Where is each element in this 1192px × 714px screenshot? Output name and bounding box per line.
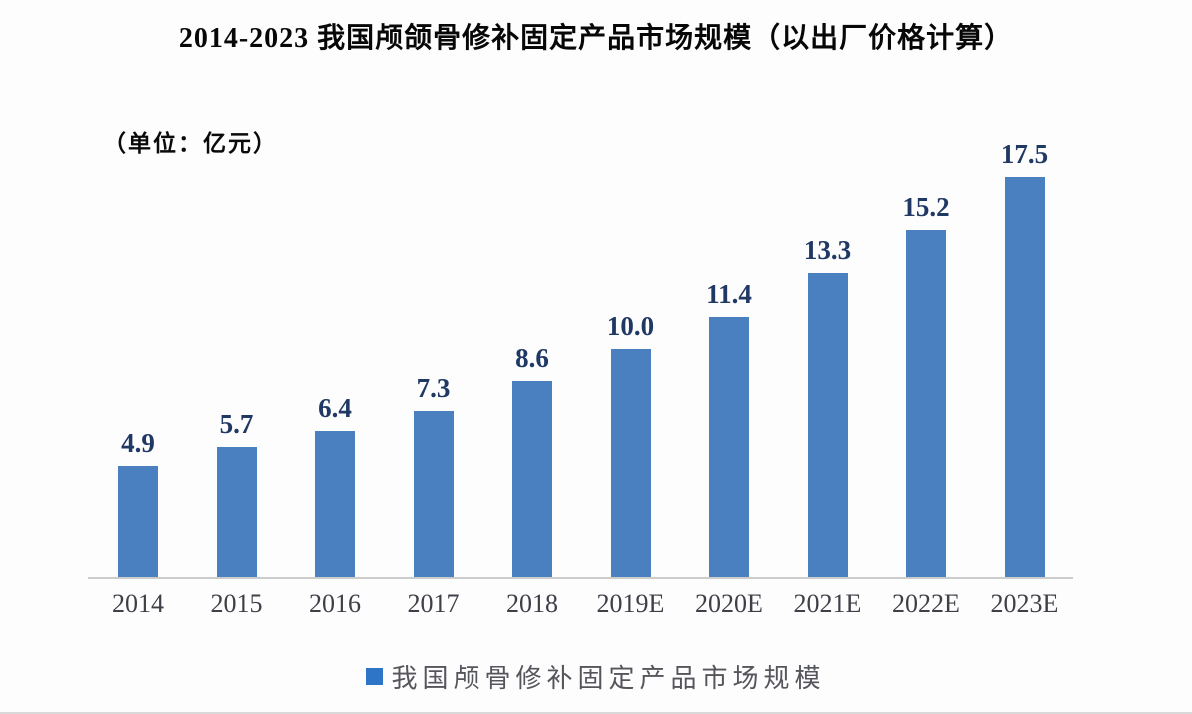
bar (709, 317, 749, 578)
bar (118, 466, 158, 578)
bar-group: 10.0 (582, 313, 680, 578)
x-axis-tick-label: 2017 (407, 589, 460, 618)
bar-plot-area: 4.9 5.7 6.4 7.3 8.6 10.0 11.4 13.3 15.2 17.5 (88, 120, 1073, 578)
bar-group: 15.2 (877, 194, 975, 578)
bar-value-label: 8.6 (515, 343, 549, 373)
x-axis-tick-label: 2023E (990, 589, 1059, 618)
legend-label: 我国颅骨修补固定产品市场规模 (391, 664, 826, 693)
x-axis-tick-label: 2019E (596, 589, 665, 618)
x-axis-tick-label: 2018 (506, 589, 558, 618)
unit-label: （单位：亿元） (103, 130, 278, 156)
x-axis-tick-label: 2015 (210, 589, 263, 618)
chart-title: 2014-2023 我国颅颌骨修补固定产品市场规模（以出厂价格计算） (178, 23, 1014, 54)
bar (1004, 177, 1045, 578)
legend: 我国颅骨修补固定产品市场规模 (0, 658, 1192, 695)
bar (413, 411, 454, 578)
bar-group: 17.5 (976, 141, 1074, 578)
bar-value-label: 17.5 (1000, 139, 1049, 169)
x-axis-tick-label: 2022E (892, 589, 960, 618)
bar-value-label: 6.4 (318, 393, 352, 423)
bar-group: 4.9 (89, 430, 187, 578)
bar-value-label: 13.3 (803, 235, 852, 265)
bar-value-label: 7.3 (416, 373, 451, 403)
bar (906, 230, 946, 578)
bar-value-label: 15.2 (902, 192, 950, 222)
x-axis-line (88, 577, 1073, 579)
bar-value-label: 11.4 (706, 279, 752, 309)
legend-marker-icon (366, 668, 384, 685)
bar-group: 13.3 (779, 237, 877, 578)
x-axis-tick-label: 2020E (695, 589, 763, 618)
bar-value-label: 10.0 (606, 311, 655, 341)
x-axis-labels: 2014 2015 2016 2017 2018 2019E 2020E 2021E 2022E… (88, 589, 1073, 623)
x-axis-tick-label: 2016 (309, 589, 361, 618)
bar (807, 273, 848, 578)
bar-group: 7.3 (385, 375, 483, 578)
bar (512, 381, 552, 578)
bar-group: 8.6 (483, 345, 581, 578)
bar (610, 349, 651, 578)
x-axis-tick-label: 2021E (793, 589, 862, 618)
bar-group: 6.4 (286, 395, 384, 578)
bar-value-label: 5.7 (219, 409, 254, 439)
bar (216, 447, 257, 578)
bar (315, 431, 355, 578)
bar-group: 5.7 (188, 411, 286, 578)
bar-value-label: 4.9 (121, 428, 155, 458)
x-axis-tick-label: 2014 (112, 589, 164, 618)
bar-group: 11.4 (680, 281, 778, 578)
